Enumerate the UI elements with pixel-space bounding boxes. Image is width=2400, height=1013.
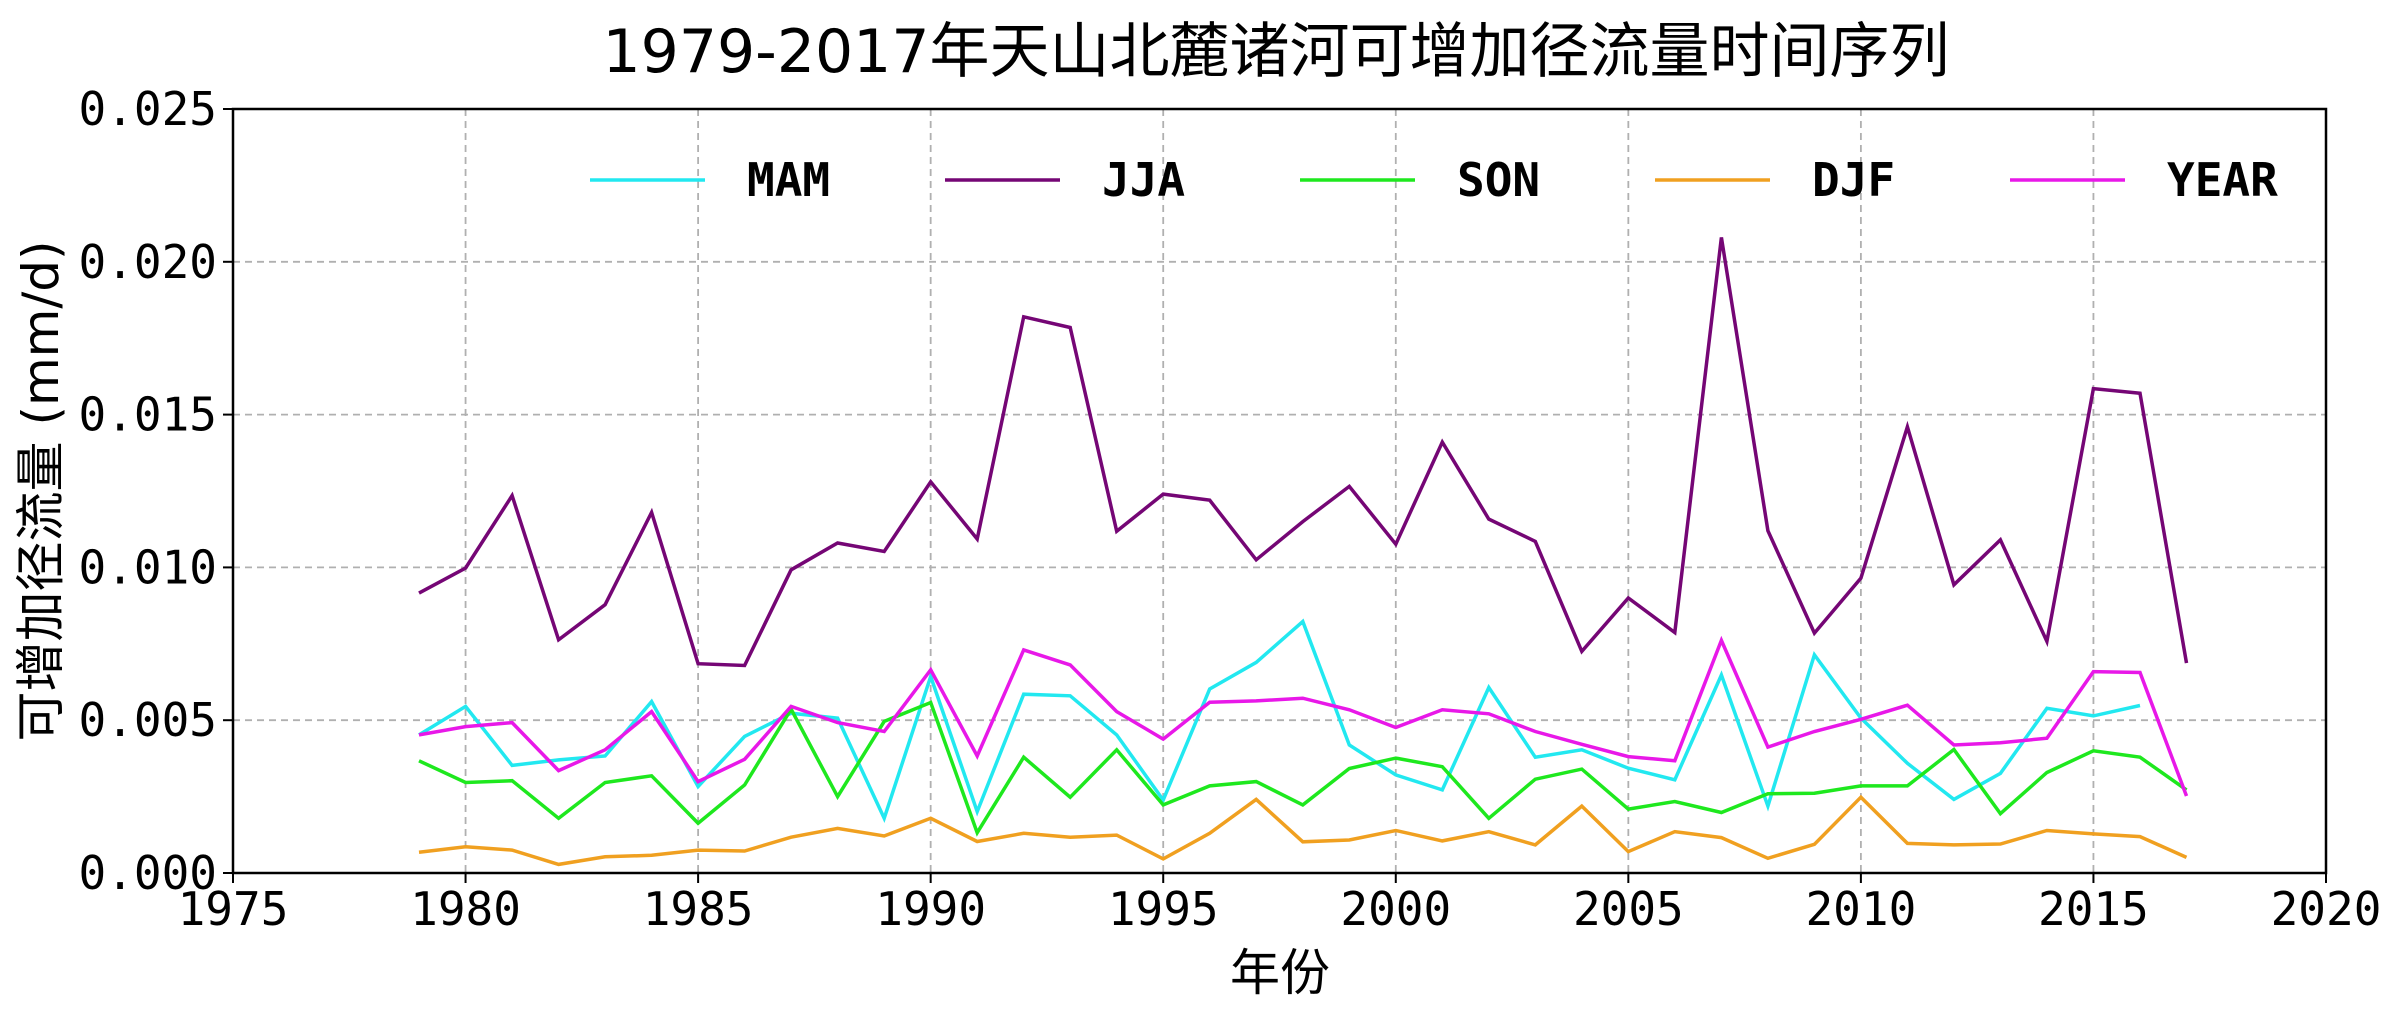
series-line-son — [418, 700, 2188, 837]
x-tick-label: 1990 — [875, 882, 986, 936]
y-tick-label: 0.010 — [79, 540, 217, 594]
series-line-jja — [418, 237, 2189, 668]
y-ticks: 0.000 0.005 0.010 0.015 0.020 0.025 — [79, 82, 233, 900]
legend-item-mam: MAM — [590, 153, 830, 207]
legend-label: JJA — [1102, 153, 1185, 207]
legend-item-son: SON — [1300, 153, 1540, 207]
x-tick-label: 2000 — [1340, 882, 1451, 936]
legend-label: MAM — [747, 153, 830, 207]
x-axis-label: 年份 — [1230, 944, 1330, 1002]
series-lines — [418, 237, 2189, 867]
series-line-year — [418, 635, 2189, 797]
series-line-djf — [418, 794, 2188, 867]
y-tick-label: 0.025 — [79, 82, 217, 136]
y-tick-label: 0.020 — [79, 235, 217, 289]
y-tick-label: 0.000 — [79, 846, 217, 900]
legend-label: DJF — [1812, 153, 1895, 207]
y-tick-label: 0.005 — [79, 693, 217, 747]
legend: MAM JJA SON DJF YEAR — [590, 153, 2278, 207]
chart-title: 1979-2017年天山北麓诸河可增加径流量时间序列 — [602, 17, 1949, 87]
x-tick-label: 2020 — [2271, 882, 2382, 936]
plot-frame — [231, 107, 2328, 875]
x-tick-label: 2010 — [1805, 882, 1916, 936]
x-tick-label: 2005 — [1573, 882, 1684, 936]
x-tick-label: 1985 — [643, 882, 754, 936]
y-tick-label: 0.015 — [79, 388, 217, 442]
legend-item-year: YEAR — [2010, 153, 2278, 207]
x-tick-label: 2015 — [2038, 882, 2149, 936]
legend-item-djf: DJF — [1655, 153, 1895, 207]
y-axis-label: 可增加径流量 (mm/d) — [12, 241, 70, 742]
legend-label: SON — [1457, 153, 1540, 207]
x-tick-label: 1980 — [410, 882, 521, 936]
legend-label: YEAR — [2167, 153, 2278, 207]
legend-item-jja: JJA — [945, 153, 1185, 207]
x-tick-label: 1975 — [178, 882, 289, 936]
x-ticks: 1975 1980 1985 1990 1995 2000 2005 2010 2015 2020 — [178, 873, 2382, 936]
x-tick-label: 1995 — [1108, 882, 1219, 936]
